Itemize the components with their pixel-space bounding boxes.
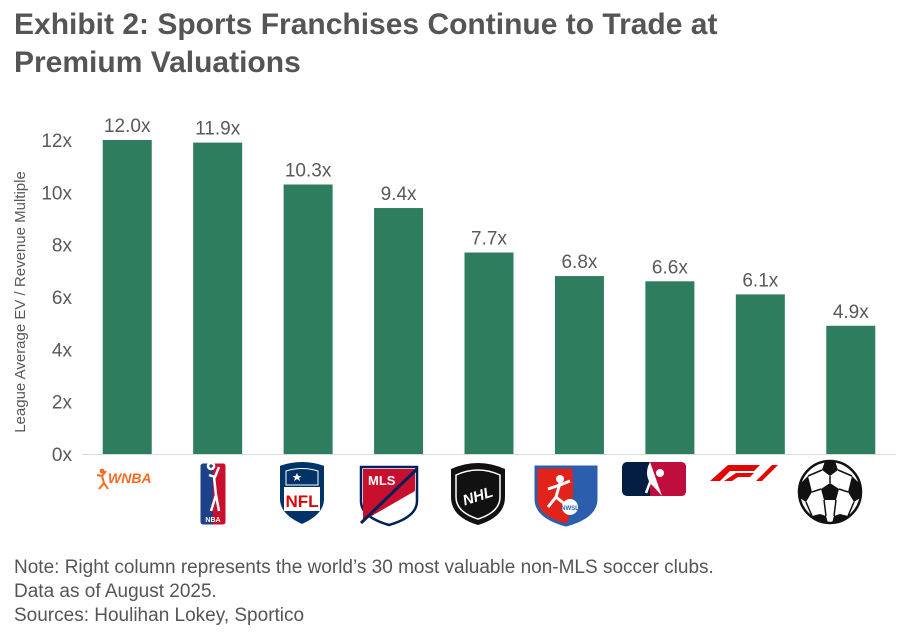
data-date-text: Data as of August 2025.	[14, 581, 217, 602]
chart-title: Exhibit 2: Sports Franchises Continue to…	[14, 6, 894, 82]
nwsl-logo: NWSL	[534, 465, 598, 527]
y-tick-label: 10x	[41, 183, 72, 204]
title-line-2: Premium Valuations	[14, 46, 301, 79]
nfl-logo-text: NFL	[285, 492, 318, 511]
logos-layer: WNBA NBA NFL MLS NHL	[96, 459, 863, 527]
data-label-nwsl: 6.8x	[561, 252, 597, 273]
nfl-logo-band	[284, 487, 320, 511]
chart-notes: Note: Right column represents the world’…	[14, 556, 894, 628]
nhl-logo: NHL	[451, 463, 505, 525]
bar-nhl	[464, 252, 514, 454]
soccer-ball-bottom-left-patch	[812, 514, 828, 523]
nba-logo-right	[213, 463, 226, 525]
f1-logo-f-bottom	[724, 473, 754, 481]
nwsl-logo-text: NWSL	[561, 506, 579, 512]
bar-mlb	[645, 281, 695, 454]
bar-mls	[374, 208, 424, 454]
nba-logo-text: NBA	[205, 517, 220, 524]
nwsl-logo-ball	[562, 499, 578, 515]
data-label-nhl: 7.7x	[471, 229, 507, 250]
note-text: Note: Right column represents the world’…	[14, 557, 714, 578]
bar-soccer	[826, 325, 876, 454]
soccer-ball-right-patch	[848, 476, 860, 502]
y-tick-label: 2x	[52, 393, 73, 414]
bar-f1	[735, 294, 785, 454]
bar-chart: League Average EV / Revenue Multiple 0x 2x…	[12, 116, 896, 527]
y-tick-label: 6x	[52, 288, 73, 309]
mlb-logo	[622, 462, 686, 496]
nfl-logo: NFL	[278, 460, 326, 527]
soccer-ball-center-patch	[821, 483, 839, 500]
soccer-ball-left-patch	[800, 476, 812, 502]
title-line-1: Exhibit 2: Sports Franchises Continue to…	[14, 8, 718, 41]
bar-nba	[193, 142, 243, 454]
sources-text: Sources: Houlihan Lokey, Sportico	[14, 605, 305, 626]
bar-nwsl	[554, 276, 604, 454]
axis-layer: League Average EV / Revenue Multiple 0x 2x…	[12, 131, 896, 466]
soccer-ball-logo	[797, 459, 863, 525]
nhl-logo-shield	[451, 463, 505, 525]
mls-logo-text: MLS	[368, 473, 396, 488]
data-label-f1: 6.1x	[742, 270, 778, 291]
y-tick-label: 0x	[52, 445, 73, 466]
nfl-logo-star	[292, 473, 302, 481]
f1-logo-f-top	[710, 465, 760, 481]
wnba-logo-head	[99, 468, 105, 474]
y-axis-title: League Average EV / Revenue Multiple	[12, 171, 29, 433]
data-label-soccer: 4.9x	[833, 302, 869, 323]
nhl-logo-inner	[455, 469, 501, 520]
nba-logo-silhouette	[206, 461, 221, 512]
y-tick-label: 8x	[52, 236, 73, 257]
soccer-ball-bottom-right-patch	[832, 514, 848, 523]
wnba-logo-figure	[96, 470, 109, 490]
f1-logo	[710, 465, 778, 481]
data-label-wnba: 12.0x	[104, 116, 151, 137]
data-labels-layer: 12.0x 11.9x 10.3x 9.4x 7.7x 6.8x 6.6x 6.1x 4.9x	[104, 116, 869, 323]
f1-logo-one	[756, 465, 778, 481]
bar-wnba	[102, 140, 152, 454]
mls-logo-stripe	[359, 467, 419, 525]
data-label-mlb: 6.6x	[652, 257, 688, 278]
soccer-ball-seams	[805, 469, 855, 517]
soccer-ball-top-patch	[822, 461, 838, 476]
wnba-logo: WNBA	[96, 468, 152, 490]
nwsl-logo-figure	[546, 479, 571, 508]
data-label-nfl: 10.3x	[285, 160, 332, 181]
data-label-nba: 11.9x	[195, 119, 241, 140]
y-tick-label: 4x	[52, 340, 73, 361]
y-tick-label: 12x	[41, 131, 72, 152]
data-label-mls: 9.4x	[381, 184, 417, 205]
bars-layer	[102, 140, 876, 454]
nfl-logo-top	[285, 468, 319, 486]
mls-logo: MLS	[359, 465, 419, 527]
mlb-logo-batter	[644, 476, 660, 494]
wnba-logo-text: WNBA	[108, 470, 152, 486]
nwsl-logo-head	[556, 475, 564, 483]
bar-nfl	[283, 184, 333, 454]
nba-logo: NBA	[199, 461, 227, 526]
mlb-logo-ball	[656, 469, 664, 477]
